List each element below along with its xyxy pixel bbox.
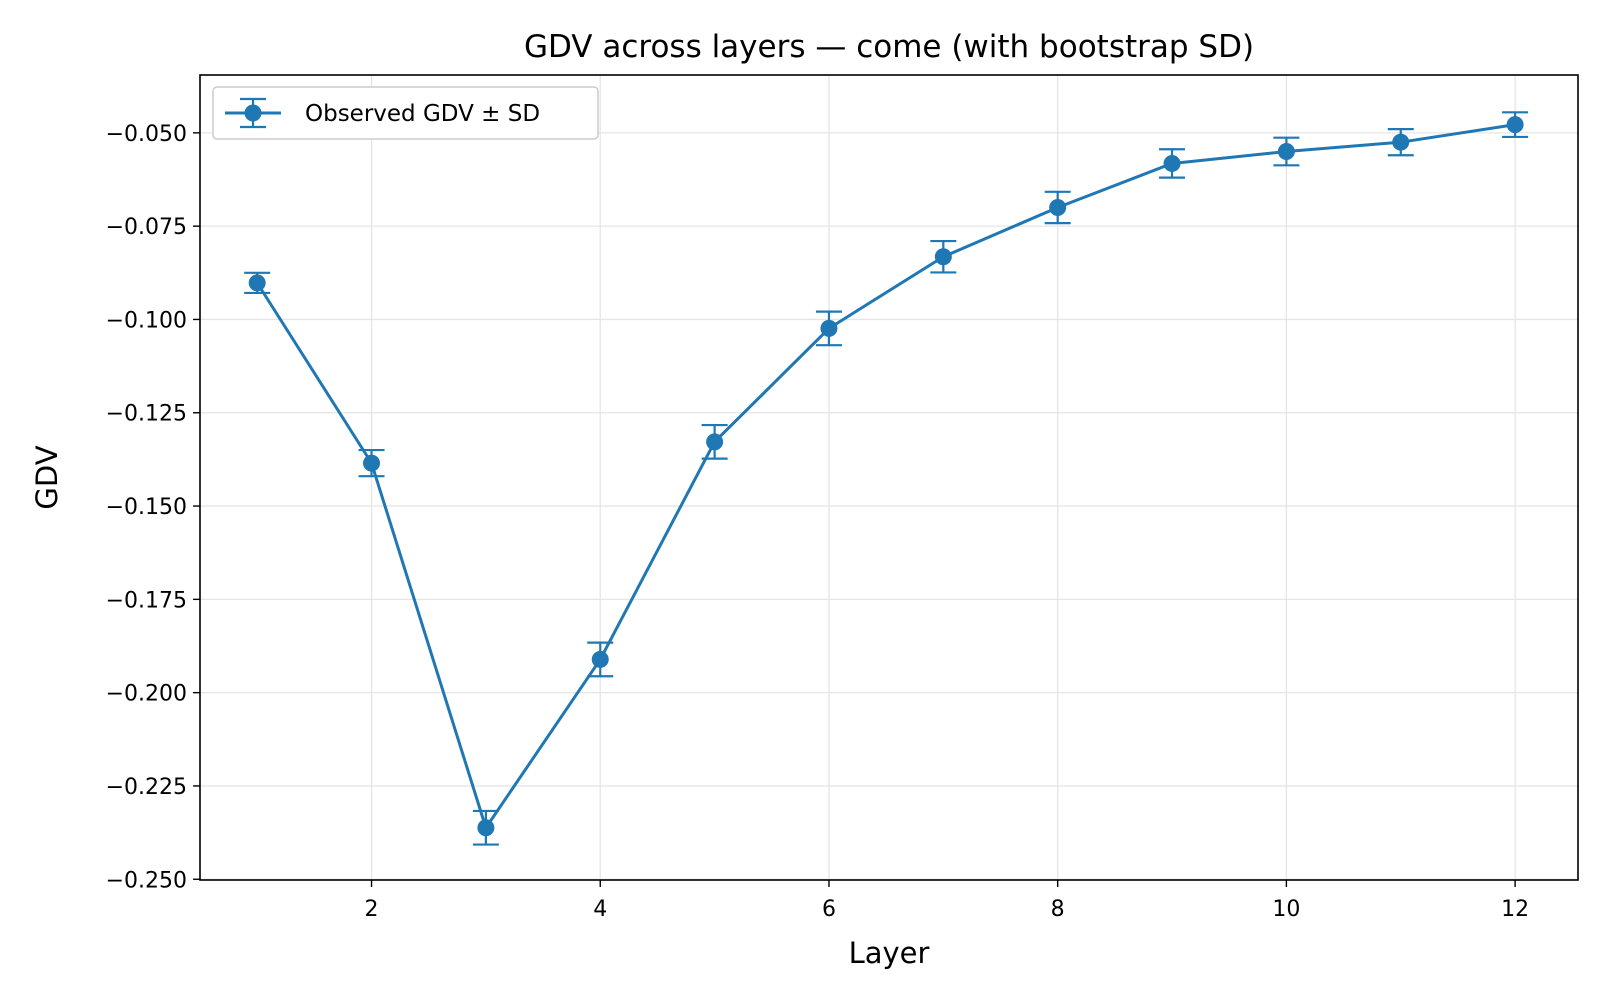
data-point bbox=[1506, 116, 1524, 134]
data-point bbox=[706, 433, 724, 451]
chart-title: GDV across layers — come (with bootstrap… bbox=[524, 29, 1254, 65]
x-tick-label: 12 bbox=[1501, 897, 1529, 922]
legend: Observed GDV ± SD bbox=[212, 86, 599, 140]
data-point bbox=[1049, 198, 1067, 216]
data-point bbox=[934, 248, 952, 266]
x-tick-label: 10 bbox=[1272, 897, 1300, 922]
axis-ticks: 2 4 6 8 10 12 −0.250 −0.225 −0.200 −0.175 −0.150 −0… bbox=[106, 122, 1530, 922]
y-tick-label: −0.125 bbox=[106, 402, 187, 427]
series-line bbox=[255, 123, 1516, 830]
legend-point bbox=[244, 104, 262, 122]
plot-frame bbox=[199, 74, 1579, 881]
x-axis-title: Layer bbox=[849, 936, 930, 970]
x-tick-label: 8 bbox=[1051, 897, 1065, 922]
data-point bbox=[1277, 143, 1295, 161]
data-point bbox=[1163, 154, 1181, 172]
grid bbox=[200, 75, 1578, 880]
y-tick-label: −0.225 bbox=[106, 775, 187, 800]
legend-marker bbox=[225, 97, 281, 129]
y-tick-label: −0.075 bbox=[106, 215, 187, 240]
data-point bbox=[820, 319, 838, 337]
x-tick-label: 4 bbox=[593, 897, 607, 922]
legend-label: Observed GDV ± SD bbox=[305, 101, 540, 127]
data-point bbox=[248, 274, 266, 292]
y-axis-title: GDV bbox=[30, 445, 64, 509]
data-point bbox=[1392, 133, 1410, 151]
y-tick-label: −0.200 bbox=[106, 682, 187, 707]
data-point bbox=[477, 819, 495, 837]
x-tick-label: 2 bbox=[365, 897, 379, 922]
series-observed-gdv bbox=[244, 111, 1529, 846]
y-tick-label: −0.175 bbox=[106, 588, 187, 613]
y-tick-label: −0.150 bbox=[106, 495, 187, 520]
x-tick-label: 6 bbox=[822, 897, 836, 922]
legend-box bbox=[212, 86, 599, 140]
y-tick-label: −0.250 bbox=[106, 868, 187, 893]
y-tick-label: −0.100 bbox=[106, 308, 187, 333]
data-point bbox=[591, 650, 609, 668]
data-point bbox=[363, 454, 381, 472]
y-tick-label: −0.050 bbox=[106, 122, 187, 147]
